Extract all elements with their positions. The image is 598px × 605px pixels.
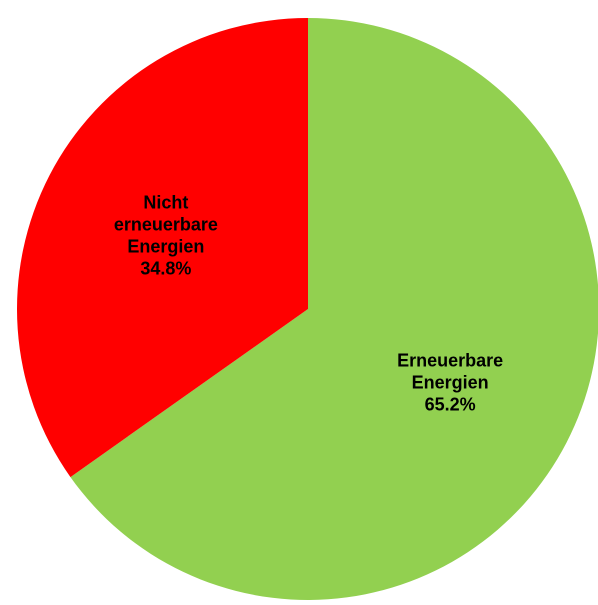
pie-slices	[16, 18, 598, 600]
pie-labels: Erneuerbare Energien 65.2%Nicht erneuerbare…	[114, 192, 503, 414]
pie-slice-label-line: Energien	[412, 373, 489, 393]
pie-slice-percent-0: 65.2%	[425, 395, 476, 415]
pie-slice-label-line: erneuerbare	[114, 214, 218, 234]
pie-slice-label-1: Nicht erneuerbare Energien 34.8%	[114, 192, 218, 278]
pie-slice-label-0: Erneuerbare Energien 65.2%	[397, 351, 503, 415]
pie-slice-percent-1: 34.8%	[140, 258, 191, 278]
pie-slice-0	[70, 18, 598, 600]
pie-slice-label-line: Nicht	[143, 192, 188, 212]
pie-slice-label-line: Erneuerbare	[397, 351, 503, 371]
pie-slice-1	[16, 18, 308, 478]
pie-slice-label-line: Energien	[127, 236, 204, 256]
